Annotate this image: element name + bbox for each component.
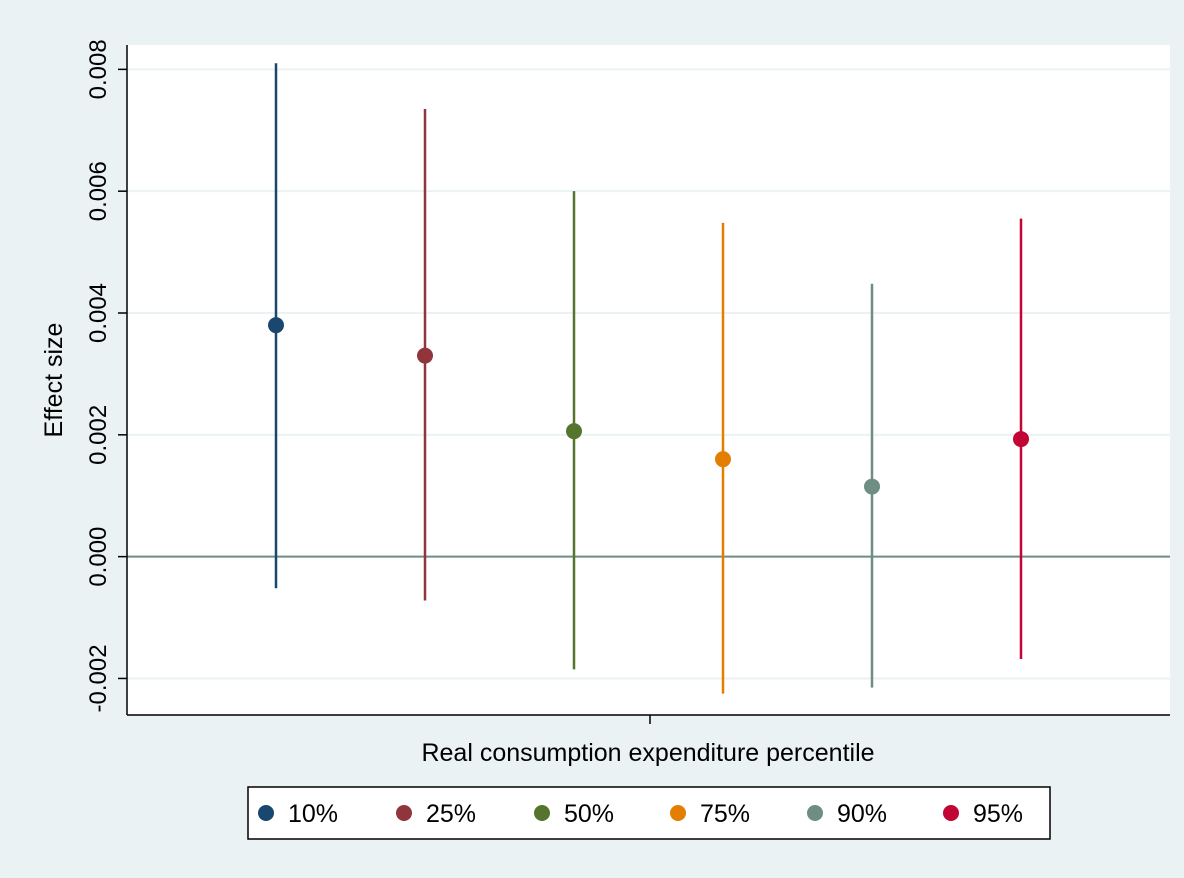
point-estimate-90pct: [864, 478, 880, 495]
grid-lines: [127, 68, 1170, 680]
legend-marker-90pct: [807, 805, 823, 821]
y-tick-label: 0.002: [85, 405, 112, 465]
legend-label-90pct: 90%: [837, 800, 887, 828]
plot-area: [127, 45, 1170, 715]
x-axis-label: Real consumption expenditure percentile: [421, 739, 874, 767]
legend-marker-75pct: [670, 805, 686, 821]
legend-marker-25pct: [396, 805, 412, 821]
legend-label-75pct: 75%: [700, 800, 750, 828]
point-estimate-25pct: [417, 347, 433, 364]
legend-label-10pct: 10%: [288, 800, 338, 828]
y-tick-label: -0.002: [85, 644, 112, 712]
y-axis-ticks: -0.002 0.000 0.002 0.004 0.006 0.008: [85, 39, 127, 712]
y-axis-label: Effect size: [40, 323, 68, 438]
series-marks: [268, 63, 1029, 694]
legend: 10% 25% 50% 75% 90% 95%: [247, 786, 1051, 840]
y-tick-label: 0.000: [85, 527, 112, 587]
legend-label-95pct: 95%: [973, 800, 1023, 828]
legend-entries: 10% 25% 50% 75% 90% 95%: [258, 800, 1023, 828]
axes: [126, 45, 1170, 724]
y-tick-label: 0.004: [85, 283, 112, 343]
legend-marker-10pct: [258, 805, 274, 821]
legend-label-50pct: 50%: [564, 800, 614, 828]
point-estimate-10pct: [268, 317, 284, 334]
y-tick-label: 0.008: [85, 39, 112, 99]
legend-label-25pct: 25%: [426, 800, 476, 828]
legend-marker-95pct: [943, 805, 959, 821]
point-estimate-50pct: [566, 423, 582, 440]
legend-marker-50pct: [534, 805, 550, 821]
legend-box: [247, 786, 1051, 840]
point-estimate-95pct: [1013, 431, 1029, 448]
y-tick-label: 0.006: [85, 161, 112, 221]
point-estimate-75pct: [715, 451, 731, 468]
